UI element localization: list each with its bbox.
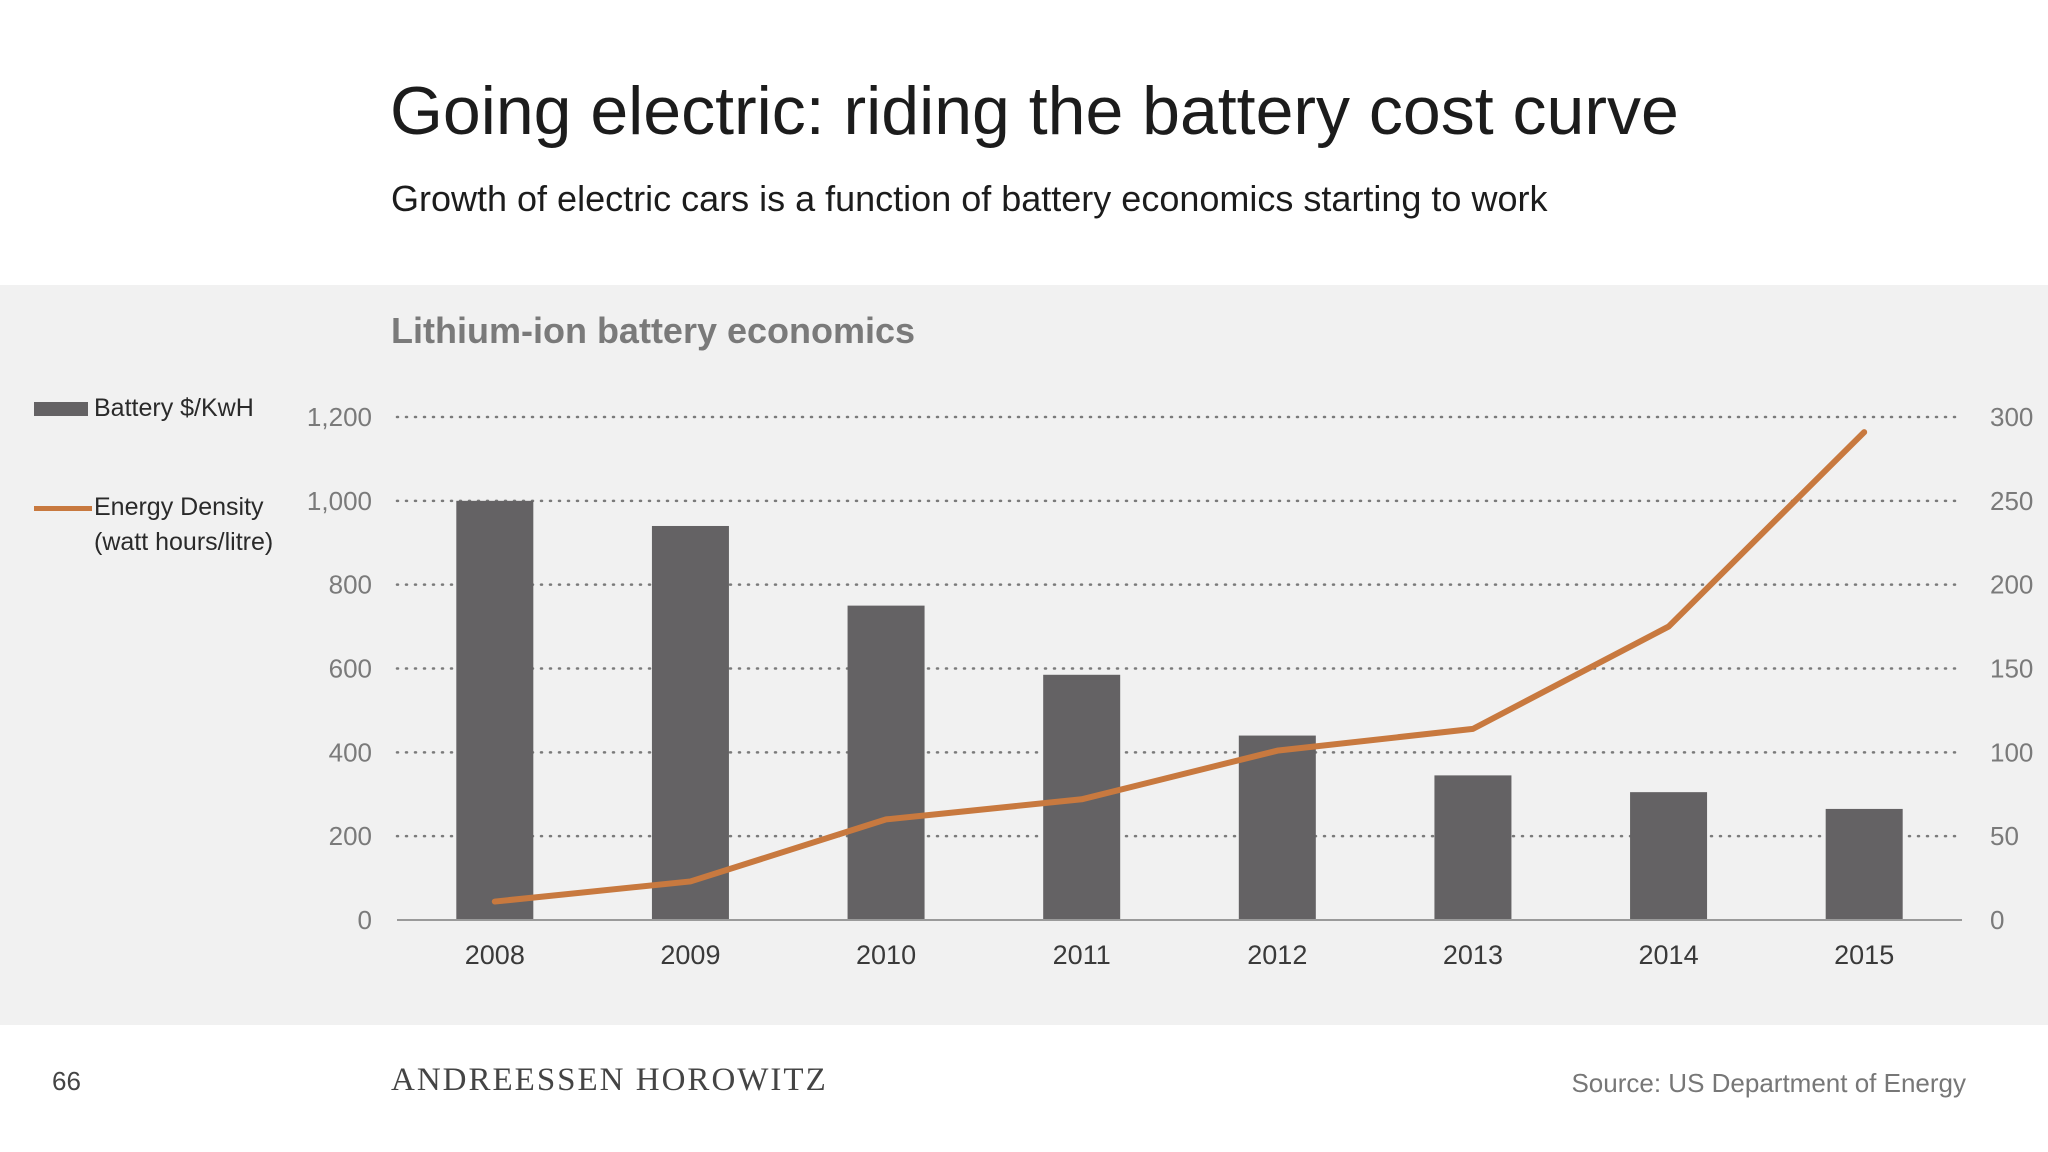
y-right-tick-label: 0 (1990, 905, 2004, 935)
energy-density-point-2009 (689, 880, 691, 882)
x-tick-label: 2015 (1834, 940, 1894, 970)
legend-line-swatch (34, 506, 92, 511)
slide-subtitle: Growth of electric cars is a function of… (391, 178, 1548, 219)
legend-item-battery-cost: Battery $/KwH (34, 391, 254, 426)
bar-2013 (1434, 775, 1512, 920)
x-tick-label: 2013 (1443, 940, 1503, 970)
y-left-tick-label: 400 (329, 737, 372, 767)
legend-item-energy-density: Energy Density (watt hours/litre) (34, 490, 294, 560)
legend-bar-swatch (34, 402, 88, 416)
y-left-tick-label: 800 (329, 570, 372, 600)
y-right-tick-label: 200 (1990, 570, 2033, 600)
page-number: 66 (52, 1066, 81, 1096)
y-right-tick-label: 300 (1990, 402, 2033, 432)
legend-label-battery-cost: Battery $/KwH (94, 394, 254, 422)
legend-label-energy-density: Energy Density (watt hours/litre) (94, 493, 274, 556)
y-right-tick-label: 150 (1990, 654, 2033, 684)
bar-2009 (651, 525, 729, 920)
bar-2008 (456, 500, 534, 920)
y-left-tick-label: 0 (358, 905, 372, 935)
bar-2010 (847, 605, 925, 920)
energy-density-point-2010 (885, 818, 887, 820)
x-tick-label: 2011 (1053, 940, 1111, 970)
source-note: Source: US Department of Energy (1571, 1068, 1966, 1098)
x-tick-label: 2008 (465, 940, 525, 970)
x-tick-label: 2014 (1639, 940, 1699, 970)
x-tick-label: 2012 (1247, 940, 1307, 970)
energy-density-point-2012 (1276, 750, 1278, 752)
y-left-tick-label: 600 (329, 654, 372, 684)
energy-density-line (491, 429, 1868, 905)
energy-density-point-2013 (1472, 728, 1474, 730)
energy-density-point-2014 (1668, 626, 1670, 628)
y-left-tick-label: 1,200 (307, 402, 372, 432)
bar-2014 (1630, 792, 1708, 920)
energy-density-point-2011 (1081, 798, 1083, 800)
y-right-tick-label: 50 (1990, 821, 2019, 851)
bar-2012 (1238, 735, 1316, 920)
x-tick-label: 2009 (660, 940, 720, 970)
y-left-tick-label: 200 (329, 821, 372, 851)
y-right-tick-label: 250 (1990, 486, 2033, 516)
energy-density-point-2015 (1863, 431, 1865, 433)
bar-2015 (1825, 808, 1903, 920)
slide-title: Going electric: riding the battery cost … (390, 73, 1679, 149)
y-left-tick-label: 1,000 (307, 486, 372, 516)
chart-title: Lithium-ion battery economics (391, 310, 916, 351)
brand-wordmark: ANDREESSEN HOROWITZ (391, 1062, 828, 1098)
y-right-tick-label: 100 (1990, 737, 2033, 767)
energy-density-point-2008 (494, 901, 496, 903)
x-tick-label: 2010 (856, 940, 916, 970)
